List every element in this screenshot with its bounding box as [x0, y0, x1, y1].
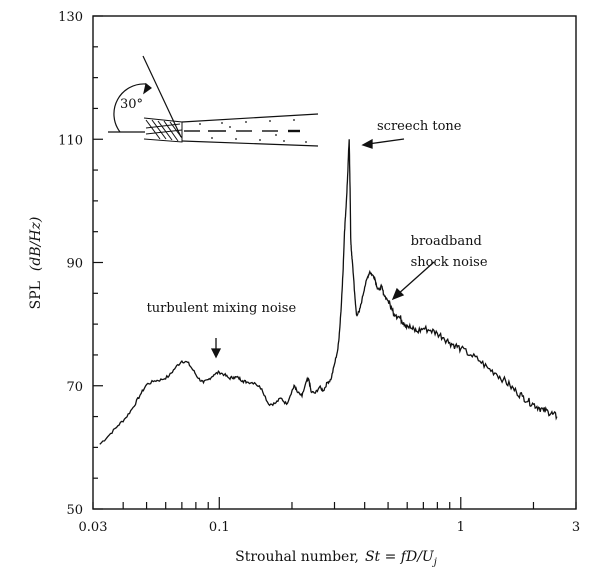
annotation-label: broadband	[411, 234, 482, 249]
y-tick-label: 130	[58, 10, 83, 25]
jet-dots	[199, 119, 307, 143]
tilted-plate	[142, 55, 182, 138]
jet-lower-edge	[181, 140, 319, 147]
y-axis-label: SPL	[28, 281, 44, 309]
annotation-arrows	[210, 138, 435, 359]
plot-frame	[92, 15, 577, 510]
y-axis-title: SPL (dB/Hz)	[28, 217, 44, 310]
broadband-arrow	[391, 261, 435, 301]
y-tick-label: 50	[66, 503, 83, 518]
nozzle-hatch	[143, 117, 183, 143]
x-axis-formula: St = fD/U	[365, 549, 435, 565]
annotation-label: screech tone	[377, 119, 462, 134]
annotation-label: turbulent mixing noise	[147, 301, 297, 316]
mixing-arrow	[210, 338, 222, 359]
y-tick-label: 70	[66, 380, 83, 395]
inset-angle-label: 30°	[120, 97, 143, 112]
x-tick-label: 3	[572, 520, 580, 535]
spl-spectrum-line	[99, 139, 558, 445]
x-tick-label: 0.03	[79, 520, 108, 535]
y-axis-unit: (dB/Hz)	[28, 217, 44, 271]
annotation-label: shock noise	[411, 255, 488, 270]
y-tick-label: 90	[66, 257, 83, 272]
x-axis-title: Strouhal number, St = fD/Uj	[235, 549, 437, 568]
y-tick-label: 110	[58, 133, 83, 148]
annotations: screech tone broadband shock noise turbulen…	[147, 119, 488, 316]
angle-arrow-head	[143, 82, 152, 95]
angle-arc	[113, 83, 147, 133]
jet-upper-edge	[181, 113, 319, 123]
nozzle-inset	[108, 55, 319, 147]
x-axis-label: Strouhal number,	[235, 549, 359, 565]
axis-ticks	[92, 15, 577, 510]
tick-labels: 0.03 0.1 1 3 50 70 90 110 130	[58, 10, 580, 535]
x-axis-formula-subscript: j	[432, 557, 437, 568]
x-tick-label: 1	[457, 520, 465, 535]
x-tick-label: 0.1	[209, 520, 230, 535]
screech-arrow	[361, 138, 405, 149]
